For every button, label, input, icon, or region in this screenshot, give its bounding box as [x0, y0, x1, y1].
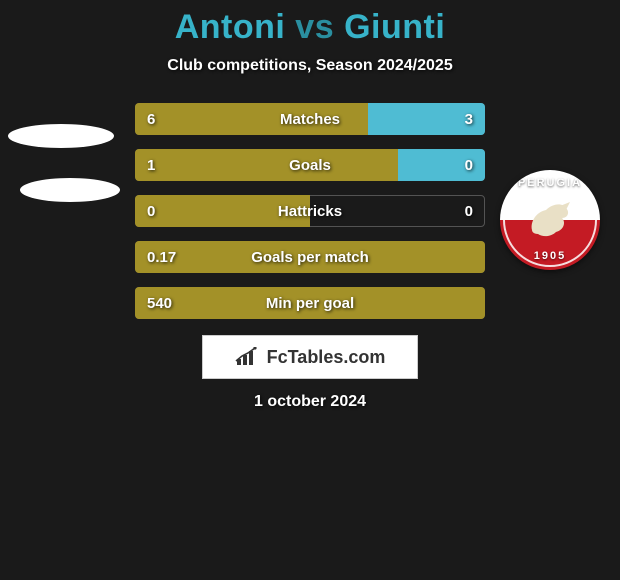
stat-row: 63Matches: [135, 103, 485, 135]
date-text: 1 october 2024: [0, 393, 620, 411]
crest-text-bottom: 1905: [500, 250, 600, 262]
club-crest: PERUGIA 1905: [500, 170, 600, 270]
title-vs: vs: [295, 8, 334, 46]
stat-label: Goals per match: [135, 241, 485, 273]
stat-label: Hattricks: [135, 195, 485, 227]
crest-text-top: PERUGIA: [500, 177, 600, 189]
avatar-placeholder-2: [20, 178, 120, 202]
title-player2: Giunti: [344, 8, 445, 46]
avatar-placeholder-1: [8, 124, 114, 148]
stat-label: Matches: [135, 103, 485, 135]
bar-chart-icon: [235, 347, 261, 367]
brand-text: FcTables.com: [267, 347, 386, 368]
stats-block: 63Matches 10Goals 00Hattricks 0.17Goals per…: [135, 103, 485, 319]
title-player1: Antoni: [175, 8, 286, 46]
griffin-icon: [526, 200, 574, 240]
stat-label: Min per goal: [135, 287, 485, 319]
stat-row: 0.17Goals per match: [135, 241, 485, 273]
page-title: Antoni vs Giunti: [0, 8, 620, 47]
stat-row: 10Goals: [135, 149, 485, 181]
brand-box[interactable]: FcTables.com: [202, 335, 418, 379]
stat-label: Goals: [135, 149, 485, 181]
stat-row: 00Hattricks: [135, 195, 485, 227]
subtitle: Club competitions, Season 2024/2025: [0, 57, 620, 75]
stat-row: 540Min per goal: [135, 287, 485, 319]
